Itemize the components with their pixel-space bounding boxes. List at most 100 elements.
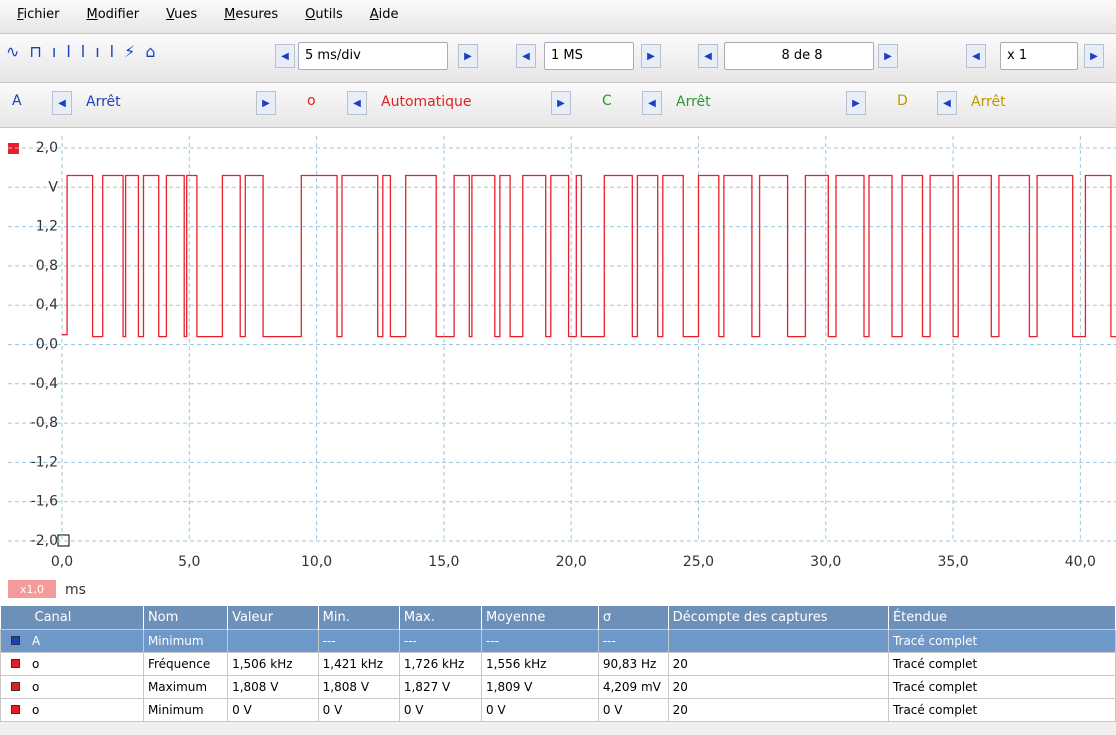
menu-item[interactable]: Vues bbox=[166, 7, 198, 22]
prev-button[interactable]: ◀ bbox=[52, 91, 72, 115]
cell-text: 0 V bbox=[403, 703, 424, 717]
channel-label[interactable]: D bbox=[897, 93, 908, 109]
y-tick-label: -1,6 bbox=[31, 494, 58, 510]
cell-text: 90,83 Hz bbox=[602, 657, 657, 671]
cell: 1,827 V bbox=[398, 675, 483, 699]
channel-range[interactable]: Arrêt bbox=[86, 94, 121, 110]
menu-item[interactable]: Aide bbox=[369, 7, 399, 22]
cell: 0 V bbox=[317, 698, 400, 722]
cell: o bbox=[0, 675, 144, 699]
cell: o bbox=[0, 698, 144, 722]
next-button[interactable]: ▶ bbox=[641, 44, 661, 68]
cell-text: Tracé complet bbox=[892, 680, 978, 694]
next-button[interactable]: ▶ bbox=[878, 44, 898, 68]
trace bbox=[62, 174, 1116, 338]
cell: 0 V bbox=[398, 698, 483, 722]
cell: 1,421 kHz bbox=[317, 652, 400, 676]
cell-text: 1,506 kHz bbox=[232, 657, 293, 671]
channel-icon bbox=[11, 659, 20, 668]
prev-button[interactable]: ◀ bbox=[698, 44, 718, 68]
next-button[interactable]: ▶ bbox=[458, 44, 478, 68]
channel-bar: A◀Arrêt▶o◀Automatique▶C◀Arrêt▶D◀Arrêt▶ bbox=[0, 83, 1116, 128]
column-header: Étendue bbox=[888, 606, 1116, 630]
y-tick-label: -2,0 bbox=[31, 533, 58, 549]
cell: Tracé complet bbox=[887, 629, 1116, 653]
prev-button[interactable]: ◀ bbox=[516, 44, 536, 68]
cell: Fréquence bbox=[142, 652, 229, 676]
next-button[interactable]: ▶ bbox=[256, 91, 276, 115]
cell-text: --- bbox=[403, 634, 417, 648]
y-tick-label: V bbox=[48, 179, 58, 195]
cell-text: o bbox=[32, 703, 40, 717]
next-button[interactable]: ▶ bbox=[1084, 44, 1104, 68]
samples[interactable]: 1 MS bbox=[544, 42, 634, 70]
menu-item[interactable]: Modifier bbox=[86, 7, 140, 22]
next-button[interactable]: ▶ bbox=[846, 91, 866, 115]
cell: 1,556 kHz bbox=[481, 652, 599, 676]
capture-index[interactable]: 8 de 8 bbox=[724, 42, 874, 70]
channel-range[interactable]: Automatique bbox=[381, 94, 472, 110]
channel-label[interactable]: o bbox=[307, 93, 316, 109]
cell: 90,83 Hz bbox=[597, 652, 669, 676]
cell-text: 1,726 kHz bbox=[403, 657, 465, 671]
cell: Minimum bbox=[142, 629, 229, 653]
cell-text: A bbox=[32, 634, 41, 648]
prev-button[interactable]: ◀ bbox=[275, 44, 295, 68]
prev-button[interactable]: ◀ bbox=[966, 44, 986, 68]
y-tick-label: 0,0 bbox=[36, 337, 58, 353]
x-tick-label: 15,0 bbox=[428, 554, 459, 570]
cell-text: 0 V bbox=[322, 703, 343, 717]
cell-text: Tracé complet bbox=[892, 703, 978, 717]
cell bbox=[667, 629, 889, 653]
cell: 20 bbox=[667, 652, 889, 676]
x-tick-label: 35,0 bbox=[937, 554, 968, 570]
prev-button[interactable]: ◀ bbox=[642, 91, 662, 115]
cell: o bbox=[0, 652, 144, 676]
cell: 1,506 kHz bbox=[227, 652, 319, 676]
cell: Tracé complet bbox=[887, 698, 1116, 722]
channel-label[interactable]: A bbox=[12, 93, 22, 109]
channel-range[interactable]: Arrêt bbox=[971, 94, 1006, 110]
scope-plot: x1,0 ms 2,0 V 1,2 0,8 0,4 0,0 -0,4 -0,8 -1,2 -1,6… bbox=[0, 128, 1116, 606]
cell-text: 1,809 V bbox=[486, 680, 533, 694]
cell-text: --- bbox=[602, 634, 616, 648]
channel-range[interactable]: Arrêt bbox=[676, 94, 711, 110]
measurement-row[interactable]: A Minimum --- --- --- --- Tracé complet bbox=[0, 629, 1116, 653]
column-header: Nom bbox=[143, 606, 229, 630]
cell-text: o bbox=[32, 657, 40, 671]
prev-button[interactable]: ◀ bbox=[937, 91, 957, 115]
x-scale: x1,0 bbox=[20, 583, 44, 596]
cell-text: 1,808 V bbox=[322, 680, 370, 694]
channel-icon bbox=[11, 682, 20, 691]
cell-text: 20 bbox=[672, 680, 688, 694]
y-tick-label: 2,0 bbox=[36, 140, 58, 156]
cell-text: 0 V bbox=[232, 703, 252, 717]
measurement-row[interactable]: o Maximum 1,808 V 1,808 V 1,827 V 1,809 V 4,20… bbox=[0, 675, 1116, 699]
zoom[interactable]: x 1 bbox=[1000, 42, 1078, 70]
cell: A bbox=[0, 629, 144, 653]
menu-item[interactable]: Outils bbox=[305, 7, 343, 22]
cell-text: Minimum bbox=[147, 634, 204, 648]
menu-bar: Fichier Modifier Vues Mesures Outils Aide bbox=[0, 0, 1116, 34]
menu-item[interactable]: Mesures bbox=[224, 7, 279, 22]
column-header: Canal bbox=[0, 606, 144, 630]
cell: 4,209 mV bbox=[597, 675, 669, 699]
timebase[interactable]: 5 ms/div bbox=[298, 42, 448, 70]
measurement-row[interactable]: o Fréquence 1,506 kHz 1,421 kHz 1,726 kHz 1,5… bbox=[0, 652, 1116, 676]
next-button[interactable]: ▶ bbox=[551, 91, 571, 115]
column-header: σ bbox=[598, 606, 669, 630]
cell: 20 bbox=[667, 675, 889, 699]
column-header: Max. bbox=[399, 606, 483, 630]
measurement-row[interactable]: o Minimum 0 V 0 V 0 V 0 V 0 V 20 Tracé complet bbox=[0, 698, 1116, 722]
channel-marker bbox=[8, 143, 19, 154]
tool-icons[interactable]: ∿⊓ıllıl⚡⌂ bbox=[6, 42, 166, 61]
y-tick-label: -1,2 bbox=[31, 454, 58, 470]
cell: Tracé complet bbox=[887, 675, 1116, 699]
cell: --- bbox=[481, 629, 599, 653]
channel-label[interactable]: C bbox=[602, 93, 612, 109]
cell: Maximum bbox=[142, 675, 229, 699]
prev-button[interactable]: ◀ bbox=[347, 91, 367, 115]
x-tick-label: 10,0 bbox=[301, 554, 332, 570]
cell: 0 V bbox=[227, 698, 319, 722]
menu-item[interactable]: Fichier bbox=[17, 7, 60, 22]
